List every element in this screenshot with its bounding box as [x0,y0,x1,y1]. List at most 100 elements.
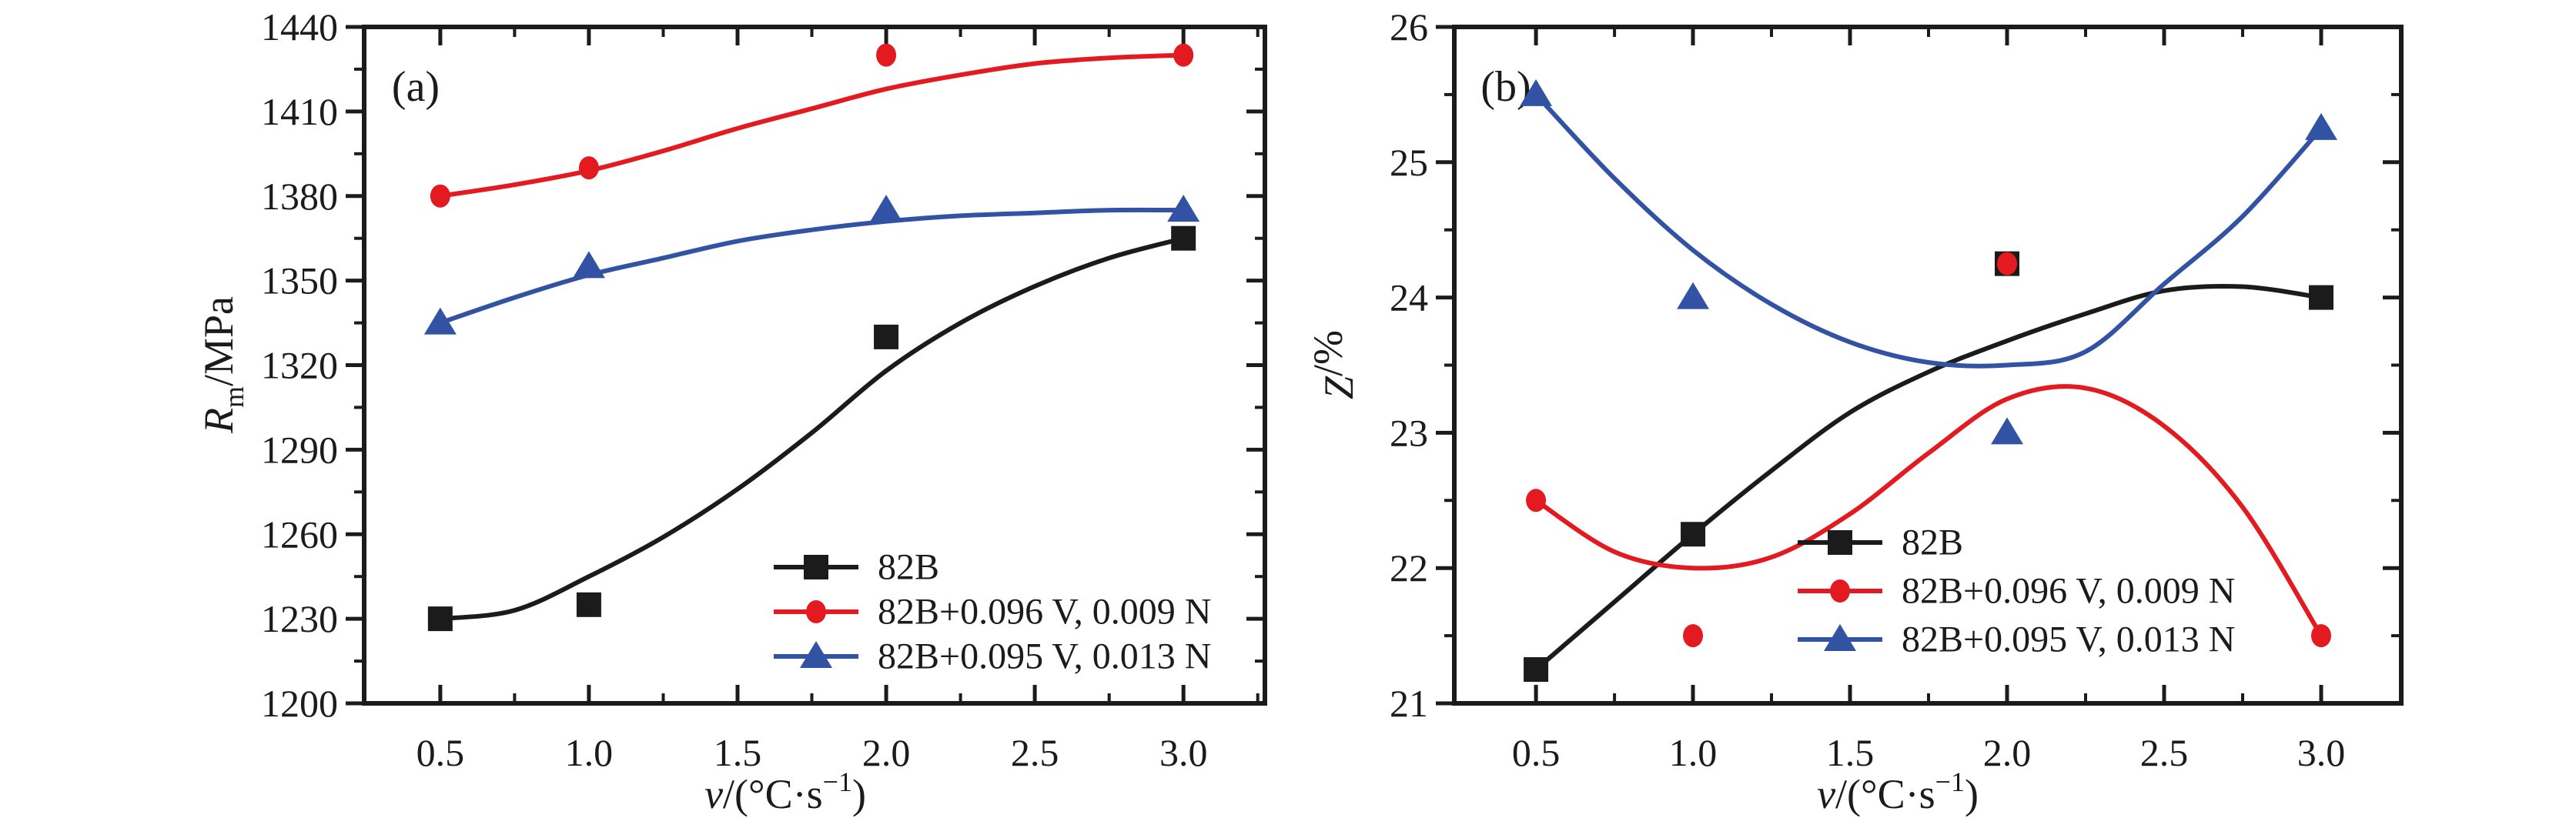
x-tick-label: 2.0 [862,731,911,774]
y-tick-label: 1410 [261,90,338,133]
data-point-marker-triangle [423,307,457,335]
data-point-marker-square [1171,225,1196,251]
panel-b-chart: 0.5 1.0 1.5 2.0 2.5 3.0 21 22 23 24 25 26 v/(°C·s−1)… [1305,5,2404,817]
series-square [427,225,1196,632]
data-point-marker-circle [876,43,897,67]
y-tick-label: 23 [1390,411,1428,454]
legend-entry: 82B [774,547,939,588]
x-tick-label: 1.0 [565,731,614,774]
fit-curve [1534,384,2323,639]
data-point-marker-triangle [1824,624,1856,651]
legend-label: 82B+0.095 V, 0.013 N [1902,619,2235,660]
legend-entry: 82B+0.096 V, 0.009 N [1798,571,2235,612]
series-triangle [1520,78,2337,445]
axes-frame [362,25,1267,706]
fit-curve [437,207,1186,326]
y-axis-title: Z/% [1305,330,1362,399]
data-point-marker-triangle [572,251,605,279]
fit-curve [437,235,1186,622]
legend-label: 82B [1902,523,1963,563]
data-point-marker-circle [1526,489,1547,512]
panel-a-chart: 0.5 1.0 1.5 2.0 2.5 3.0 1200 1230 1260 1290 1320 13… [196,5,1267,817]
x-axis-title: v/(°C·s−1) [704,766,866,817]
x-tick-label: 1.0 [1669,731,1718,774]
data-point-marker-triangle [1991,417,2024,445]
x-tick-label: 2.0 [1983,731,2032,774]
x-axis-title: v/(°C·s−1) [1817,766,1979,817]
y-tick-label: 1320 [261,344,338,387]
y-tick-label: 1260 [261,512,338,556]
data-point-marker-square [1524,657,1549,683]
x-tick-label: 0.5 [1512,731,1561,774]
panel-label: (a) [392,63,440,111]
axes-frame [1452,25,2404,706]
y-axis-title-symbol: Z [1316,376,1362,399]
y-tick-label: 22 [1390,546,1428,589]
data-point-marker-square [576,592,601,617]
y-tick-label: 1350 [261,259,338,302]
y-tick-label: 1290 [261,428,338,471]
x-axis-title-close: ) [1965,771,1979,817]
y-tick-label: 25 [1390,141,1428,184]
legend-entry: 82B [1798,523,1963,563]
series-triangle [423,195,1200,335]
legend-entry: 82B+0.095 V, 0.013 N [774,636,1211,677]
y-tick-label: 1440 [261,5,338,48]
y-tick-label: 24 [1390,276,1428,319]
legend-label: 82B+0.095 V, 0.013 N [878,636,1211,677]
x-axis-title-exponent: −1 [1935,766,1965,797]
data-point-marker-circle [1173,43,1194,67]
y-tick-label: 1380 [261,175,338,218]
x-axis-title-unit: °C·s [1861,771,1935,817]
data-point-marker-triangle [1167,195,1200,222]
data-point-marker-square [1681,522,1706,547]
data-point-marker-circle [578,156,599,180]
y-axis-title-symbol: R [196,408,242,434]
legend-label: 82B+0.096 V, 0.009 N [1902,571,2235,612]
legend: 82B 82B+0.096 V, 0.009 N 82B+0.095 V, 0.01… [1798,523,2235,660]
x-tick-label: 0.5 [417,731,465,774]
y-tick-label: 1200 [261,682,338,725]
x-tick-label: 2.5 [1011,731,1059,774]
data-point-marker-triangle [870,195,903,222]
data-point-marker-triangle [800,641,832,668]
x-axis-title-variable: v [1817,771,1835,817]
legend-label: 82B+0.096 V, 0.009 N [878,592,1211,633]
x-axis-title-variable: v [704,771,723,817]
data-point-marker-square [2308,285,2333,310]
y-axis-title-rest: /MPa [196,296,242,386]
x-axis-title-unit: °C·s [748,771,823,817]
x-tick-label: 3.0 [1159,731,1208,774]
y-axis-title: Rm/MPa [196,296,249,434]
y-tick-label: 1230 [261,597,338,640]
data-point-marker-triangle [1677,282,1710,309]
data-point-marker-square [427,606,453,632]
fit-curve [1534,92,2323,369]
x-axis-title-close: ) [852,771,866,817]
data-point-marker-circle [1830,579,1850,603]
series-circle [1526,252,2331,648]
data-point-marker-circle [430,184,450,208]
x-axis-title-open: /( [723,771,748,817]
y-axis-title-subscript: m [219,386,249,408]
series-circle [430,43,1194,208]
y-tick-label: 21 [1390,682,1428,725]
y-tick-label: 26 [1390,5,1428,48]
x-tick-label: 2.5 [2140,731,2189,774]
fit-curve [437,52,1186,199]
legend-entry: 82B+0.096 V, 0.009 N [774,592,1211,633]
legend-label: 82B [878,547,939,588]
x-axis-title-open: /( [1835,771,1861,817]
data-point-marker-square [804,555,828,579]
x-tick-label: 1.5 [714,731,762,774]
data-point-marker-circle [1683,624,1704,648]
data-point-marker-circle [1997,252,2018,275]
data-point-marker-triangle [1520,78,1553,106]
data-point-marker-circle [806,600,826,623]
data-point-marker-circle [2310,624,2331,648]
x-tick-label: 1.5 [1826,731,1875,774]
data-point-marker-square [874,324,899,349]
